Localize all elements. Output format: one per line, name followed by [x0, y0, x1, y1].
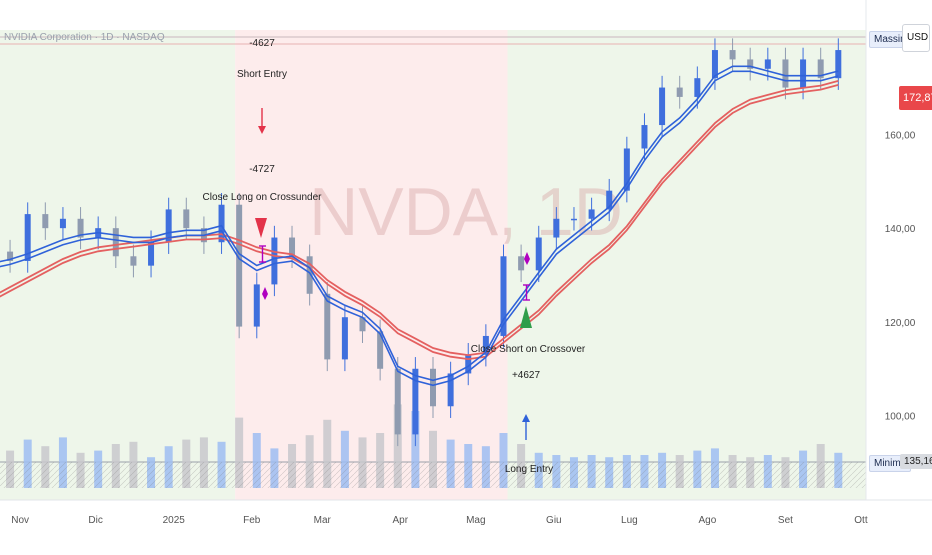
last-price-label: 172,87	[899, 86, 932, 110]
candle	[42, 202, 49, 240]
candle	[800, 47, 807, 100]
close-long-label: Close Long on Crossunder	[203, 192, 323, 203]
long-signal-marker	[520, 306, 532, 328]
candle	[341, 305, 348, 372]
short-exit-marker	[259, 245, 266, 263]
long-zone-2	[507, 30, 866, 500]
close-short-label: Close Short on Crossover	[471, 344, 586, 355]
candle	[747, 47, 754, 81]
candle	[112, 216, 119, 268]
volume-bar	[429, 430, 437, 488]
fast-ma-line-0	[0, 65, 839, 382]
candle	[500, 244, 507, 348]
volume-bar	[235, 417, 244, 488]
time-tick-label: 2025	[163, 515, 186, 526]
time-tick-label: Lug	[621, 515, 638, 526]
price-tick-label: 100,00	[885, 412, 916, 423]
long-entry-arrow	[522, 414, 530, 440]
candle	[606, 178, 613, 222]
price-tick-label: 120,00	[885, 318, 916, 329]
long-entry-label: Long Entry	[505, 464, 553, 475]
long-zone	[0, 30, 236, 500]
symbol-line: NVIDIA Corporation · 1D · NASDAQ	[4, 32, 165, 43]
candle	[236, 193, 243, 339]
time-tick-label: Giu	[546, 515, 562, 526]
candle	[306, 244, 313, 306]
time-tick-label: Nov	[11, 515, 29, 526]
volume-bar	[393, 404, 402, 488]
price-tick-label: 160,00	[885, 130, 916, 141]
volume-bar	[411, 411, 420, 488]
short-entry-arrow	[258, 108, 266, 134]
volume-bar	[305, 435, 314, 488]
short-entry-qty: -4627	[249, 38, 275, 49]
time-tick-label: Mar	[314, 515, 332, 526]
candle	[183, 197, 190, 240]
time-tick-label: Apr	[392, 515, 408, 526]
moving-averages	[0, 65, 839, 387]
long-diamond	[524, 252, 530, 265]
time-tick-label: Ago	[699, 515, 717, 526]
volume-bar	[499, 433, 508, 488]
currency-label[interactable]: USD	[902, 24, 930, 52]
close-long-qty: -4727	[249, 164, 275, 175]
candle	[623, 136, 630, 203]
time-tick-label: Feb	[243, 515, 261, 526]
time-axis[interactable]: Nov Dic 2025 Feb Mar Apr Mag Giu Lug Ago Set Ott	[0, 499, 932, 526]
candle	[659, 75, 666, 137]
time-tick-label: Mag	[466, 515, 485, 526]
time-tick-label: Ott	[854, 515, 868, 526]
volume-bar	[252, 433, 261, 488]
candle	[764, 47, 771, 81]
price-axis[interactable]: 160,00 140,00 120,00 100,00	[865, 0, 916, 500]
candle	[694, 66, 701, 109]
candle	[77, 207, 84, 250]
candle	[271, 225, 278, 297]
candle	[430, 357, 436, 418]
short-diamond	[262, 287, 268, 300]
candle	[447, 361, 454, 418]
candle	[570, 207, 577, 231]
time-tick-label: Dic	[88, 515, 102, 526]
candle	[24, 202, 31, 273]
candle	[553, 207, 560, 250]
slow-ma-line-1	[0, 84, 839, 361]
candle	[518, 244, 525, 283]
candle	[218, 193, 225, 254]
candle	[253, 272, 260, 339]
candle	[165, 197, 172, 254]
long-exit-marker	[523, 284, 530, 301]
candle	[148, 230, 155, 278]
candle	[676, 75, 683, 109]
fast-ma-line-1	[0, 70, 839, 387]
short-signal-marker	[255, 218, 267, 238]
volume-bar	[323, 419, 332, 488]
candle	[7, 239, 14, 273]
short-entry-label: Short Entry	[237, 69, 287, 80]
close-short-qty: +4627	[512, 370, 541, 381]
candle	[482, 324, 489, 367]
volume-label: 135,16M	[900, 454, 932, 469]
time-tick-label: Set	[778, 515, 793, 526]
volume-hatch	[0, 462, 866, 488]
candle	[324, 282, 331, 372]
candle	[412, 357, 419, 447]
price-tick-label: 140,00	[885, 224, 916, 235]
candle	[130, 244, 137, 278]
short-zone	[235, 30, 508, 500]
candle	[59, 207, 66, 240]
candle	[817, 47, 824, 90]
volume-bar	[340, 430, 349, 488]
candle	[641, 113, 648, 161]
volume-bar	[376, 433, 385, 488]
candle	[465, 342, 472, 386]
